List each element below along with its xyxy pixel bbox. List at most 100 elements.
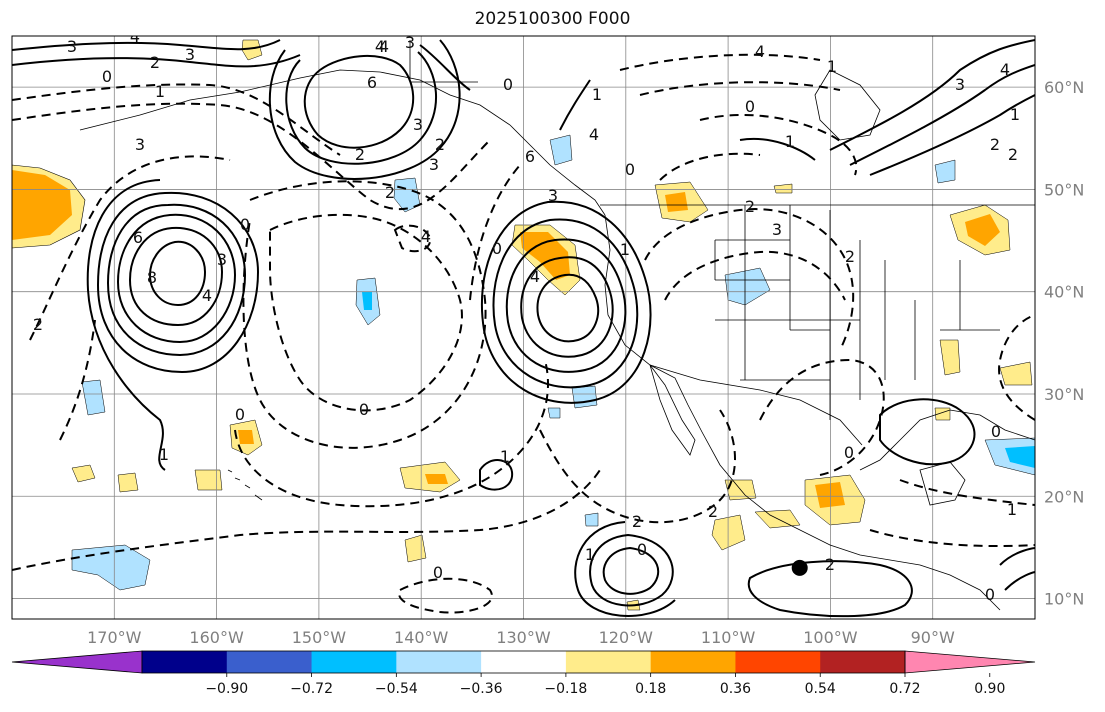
lon-tick-label: 130°W	[496, 628, 551, 647]
contour-solid	[747, 560, 913, 618]
contour-layer	[12, 39, 1035, 618]
contour-dashed	[242, 180, 487, 449]
shade-negative	[549, 134, 573, 166]
lon-tick-label: 150°W	[292, 628, 347, 647]
coastlines	[79, 40, 1035, 611]
contour-solid	[999, 547, 1035, 591]
colorbar-segment	[142, 651, 228, 673]
contour-label: 2	[1008, 145, 1018, 164]
contour-label: 2	[632, 512, 642, 531]
contour-label: 0	[240, 215, 250, 234]
contour-label: 0	[745, 97, 755, 116]
colorbar-tick-label: −0.18	[544, 681, 587, 697]
contour-solid	[559, 79, 591, 131]
longitude-tick-labels: 170°W 160°W 150°W 140°W 130°W 120°W 110°W 100°W…	[87, 628, 955, 647]
contour-label: 0	[991, 422, 1001, 441]
contour-label: 1	[620, 240, 630, 259]
colorbar-segment	[735, 651, 821, 673]
contour-label: 3	[185, 45, 195, 64]
contour-solid	[12, 54, 301, 68]
contour-label: 0	[359, 400, 369, 419]
contour-label: 4	[421, 227, 431, 246]
contour-solid	[505, 238, 627, 373]
contour-label: 4	[755, 42, 765, 61]
lat-tick-label: 50°N	[1044, 180, 1084, 199]
contour-label: 4	[130, 27, 140, 46]
contour-dashed	[899, 479, 1035, 506]
contour-label: 2	[845, 247, 855, 266]
colorbar-segment	[820, 651, 906, 673]
central-america	[919, 564, 1001, 611]
shade-negative	[584, 512, 599, 527]
contour-dashed	[398, 577, 493, 614]
contour-label: 1	[827, 57, 837, 76]
lon-tick-label: 100°W	[803, 628, 858, 647]
map-frame	[11, 35, 1036, 620]
lon-tick-label: 110°W	[701, 628, 756, 647]
colorbar-tick-label: 0.18	[635, 681, 666, 697]
shade-positive-core	[425, 474, 448, 484]
colorbar-tick-label: 0.72	[889, 681, 920, 697]
contour-label: 1	[785, 132, 795, 151]
contour-label: 3	[135, 135, 145, 154]
contour-solid	[268, 39, 461, 180]
contour-solid	[12, 39, 281, 51]
gulf-coast	[859, 409, 1035, 471]
contour-label: 6	[525, 147, 535, 166]
contour-solid	[849, 64, 1035, 166]
contour-solid	[303, 54, 415, 149]
contour-dashed	[12, 83, 341, 156]
contour-label: 0	[492, 239, 502, 258]
contour-label: 2	[33, 315, 43, 334]
colorbar-segment	[396, 651, 482, 673]
contour-solid	[128, 226, 224, 327]
hawaiian-islands	[227, 469, 263, 501]
colorbar-tick-label: −0.72	[290, 681, 333, 697]
contour-dashed	[759, 358, 885, 476]
colorbar-tick-label: 0.36	[720, 681, 751, 697]
contour-dashed	[12, 469, 601, 571]
contour-label: 1	[592, 85, 602, 104]
colorbar-segment	[565, 651, 652, 673]
contour-dashed	[539, 409, 736, 524]
contour-label: 4	[530, 267, 540, 286]
latitude-tick-labels: 10°N 20°N 30°N 40°N 50°N 60°N	[1044, 78, 1084, 608]
shade-positive-core	[520, 232, 570, 280]
contour-label: 0	[235, 405, 245, 424]
contour-label: 2	[825, 555, 835, 574]
lon-tick-label: 120°W	[599, 628, 654, 647]
contour-solid	[536, 273, 600, 343]
contour-label: 4	[1000, 60, 1010, 79]
shade-negative	[724, 267, 771, 306]
contour-label: 2	[435, 135, 445, 154]
baja-california	[649, 364, 696, 456]
contour-solid	[879, 398, 976, 466]
shade-positive	[939, 339, 961, 376]
contour-label: 6	[133, 228, 143, 247]
contour-label: 3	[548, 186, 558, 205]
contour-label: 0	[625, 160, 635, 179]
contour-label: 1	[585, 545, 595, 564]
contour-solid	[116, 213, 237, 344]
contour-solid	[419, 44, 471, 91]
contour-label: 0	[844, 443, 854, 462]
shade-negative	[547, 407, 561, 419]
contour-label: 8	[147, 268, 157, 287]
contour-label: 3	[413, 115, 423, 134]
shade-positive	[71, 464, 96, 483]
shade-negative	[81, 379, 106, 416]
contour-solid	[739, 138, 816, 161]
shade-positive-core	[665, 192, 688, 212]
map-title: 2025100300 F000	[474, 9, 631, 29]
contour-label: 2	[708, 502, 718, 521]
contour-solid	[869, 94, 1035, 176]
contour-dashed	[59, 319, 96, 441]
contour-dashed	[869, 529, 1035, 548]
black-dot-marker	[791, 559, 808, 576]
contour-solid	[602, 546, 660, 595]
lat-tick-label: 40°N	[1044, 283, 1084, 302]
lat-tick-label: 20°N	[1044, 487, 1084, 506]
contour-label: 2	[355, 145, 365, 164]
contour-label: 4	[589, 125, 599, 144]
contour-solid	[285, 51, 438, 165]
